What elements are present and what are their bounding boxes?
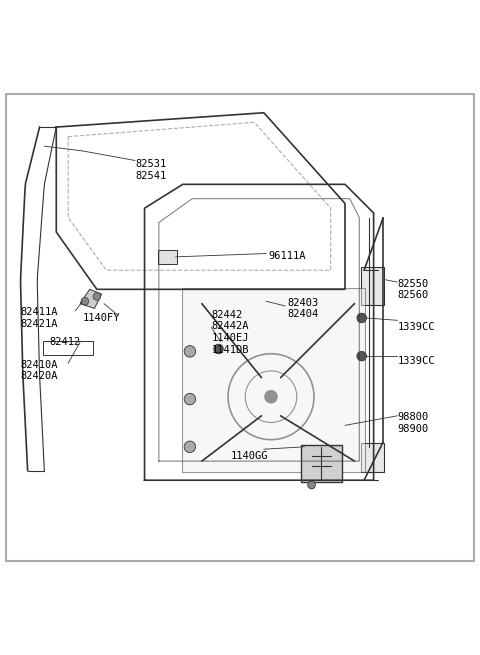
Text: 82531
82541: 82531 82541 bbox=[135, 159, 166, 181]
Circle shape bbox=[184, 394, 196, 405]
Circle shape bbox=[93, 293, 101, 300]
Text: 1140FY: 1140FY bbox=[83, 313, 120, 323]
Polygon shape bbox=[80, 290, 102, 309]
Text: 1339CC: 1339CC bbox=[397, 322, 435, 333]
Text: 82403
82404: 82403 82404 bbox=[288, 297, 319, 319]
Circle shape bbox=[308, 481, 315, 489]
Text: 82411A
82421A: 82411A 82421A bbox=[21, 307, 58, 329]
Text: 98800
98900: 98800 98900 bbox=[397, 412, 429, 434]
FancyBboxPatch shape bbox=[361, 267, 384, 305]
Text: 82550
82560: 82550 82560 bbox=[397, 278, 429, 300]
Circle shape bbox=[264, 390, 277, 403]
Text: 82412: 82412 bbox=[49, 337, 80, 346]
FancyBboxPatch shape bbox=[43, 341, 93, 355]
Text: 96111A: 96111A bbox=[269, 251, 306, 261]
Text: 82442
82442A
1140EJ
1141DB: 82442 82442A 1140EJ 1141DB bbox=[211, 310, 249, 354]
Text: 1140GG: 1140GG bbox=[230, 451, 268, 461]
Text: 1339CC: 1339CC bbox=[397, 356, 435, 366]
FancyBboxPatch shape bbox=[182, 288, 365, 472]
Circle shape bbox=[184, 346, 196, 357]
Circle shape bbox=[214, 345, 223, 354]
FancyBboxPatch shape bbox=[158, 250, 177, 264]
Circle shape bbox=[357, 313, 366, 323]
Circle shape bbox=[81, 297, 89, 305]
Circle shape bbox=[357, 351, 366, 361]
FancyBboxPatch shape bbox=[300, 445, 342, 481]
Circle shape bbox=[184, 441, 196, 453]
Text: 82410A
82420A: 82410A 82420A bbox=[21, 360, 58, 381]
FancyBboxPatch shape bbox=[361, 443, 384, 472]
